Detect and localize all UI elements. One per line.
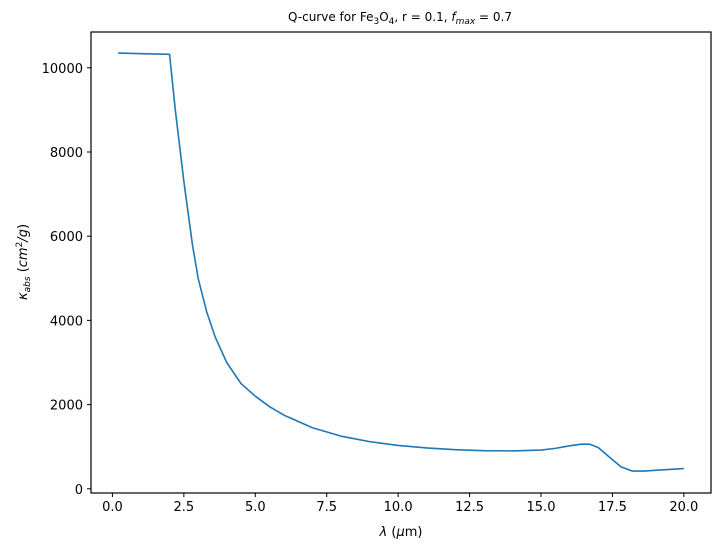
x-tick-label: 12.5 <box>455 500 484 515</box>
series-line <box>118 52 684 472</box>
x-tick-label: 5.0 <box>245 500 266 515</box>
y-tick-label: 10000 <box>42 62 83 77</box>
x-tick-label: 20.0 <box>669 500 698 515</box>
chart-title: Q-curve for Fe3O4, r = 0.1, fmax = 0.7 <box>288 10 512 27</box>
x-tick-label: 17.5 <box>598 500 627 515</box>
x-tick-label: 10.0 <box>384 500 413 515</box>
y-tick-label: 8000 <box>50 146 83 161</box>
plot-area <box>91 32 711 493</box>
y-tick-label: 0 <box>75 483 83 498</box>
x-tick-label: 7.5 <box>316 500 337 515</box>
x-tick-label: 2.5 <box>174 500 195 515</box>
plot-frame <box>90 31 712 494</box>
y-tick-label: 4000 <box>50 314 83 329</box>
y-tick-label: 2000 <box>50 399 83 414</box>
x-tick-label: 15.0 <box>527 500 556 515</box>
y-ticks: 0 2000 4000 6000 8000 10000 <box>42 62 91 498</box>
x-axis-label: λ (μm) <box>379 525 423 540</box>
series-layer <box>118 52 684 472</box>
y-axis-label: κabs (cm2/g) <box>15 224 33 300</box>
x-tick-label: 0.0 <box>102 500 123 515</box>
x-ticks: 0.0 2.5 5.0 7.5 10.0 12.5 15.0 17.5 20.0 <box>102 493 698 515</box>
y-tick-label: 6000 <box>50 230 83 245</box>
